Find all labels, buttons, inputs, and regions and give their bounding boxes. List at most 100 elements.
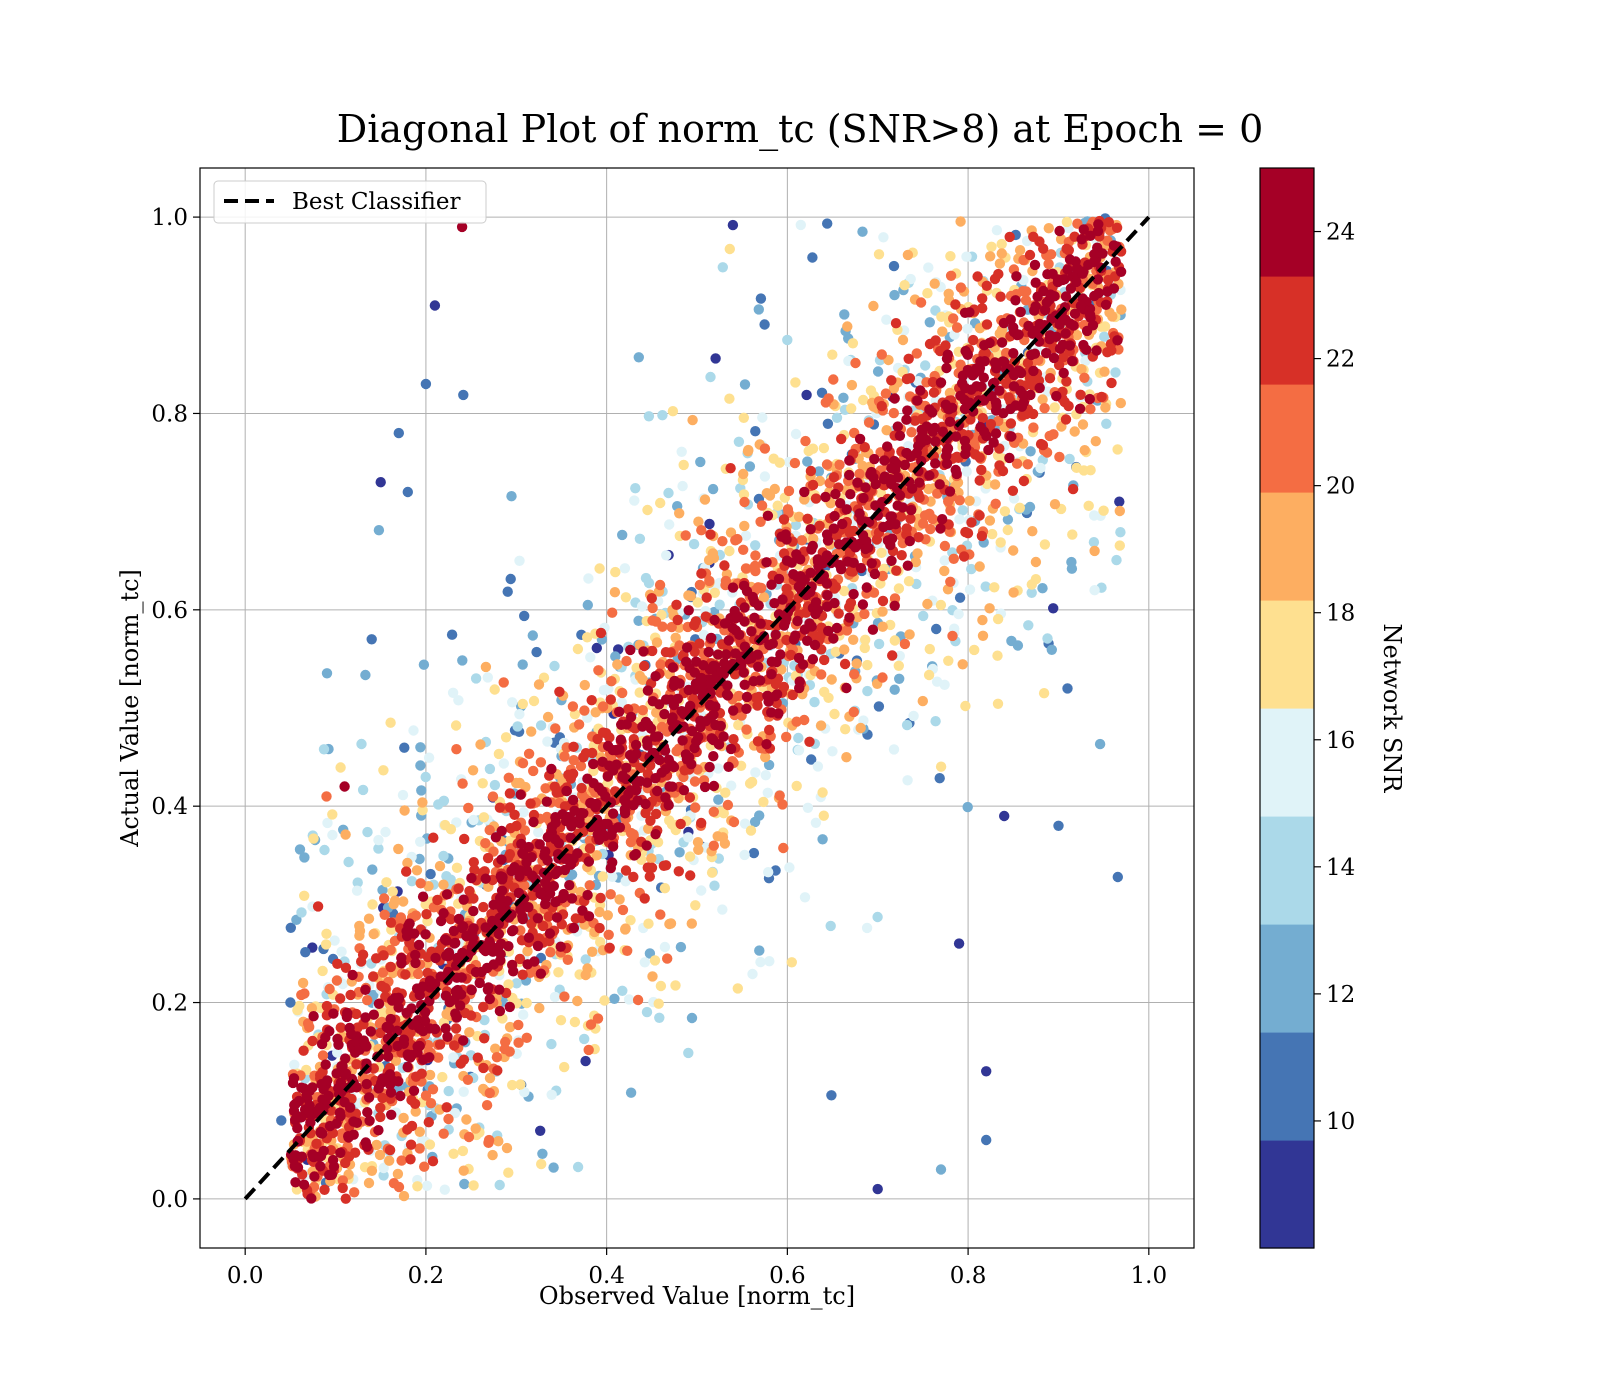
scatter-point bbox=[1110, 367, 1121, 378]
scatter-point bbox=[559, 991, 570, 1002]
scatter-point bbox=[994, 460, 1005, 471]
scatter-point bbox=[455, 989, 467, 1000]
scatter-point bbox=[611, 744, 622, 756]
scatter-point bbox=[458, 1165, 469, 1176]
colorbar-tick-label: 18 bbox=[1326, 601, 1355, 627]
scatter-point bbox=[528, 695, 540, 707]
scatter-point bbox=[773, 708, 784, 719]
scatter-point bbox=[752, 649, 763, 660]
scatter-point bbox=[567, 701, 579, 712]
scatter-point bbox=[544, 935, 555, 947]
scatter-point bbox=[441, 889, 453, 900]
scatter-point bbox=[468, 814, 479, 826]
scatter-point bbox=[670, 632, 681, 643]
scatter-point bbox=[747, 968, 758, 980]
scatter-point bbox=[405, 1139, 417, 1150]
scatter-point bbox=[543, 911, 554, 922]
scatter-point bbox=[617, 985, 628, 996]
scatter-point bbox=[759, 319, 770, 330]
scatter-point bbox=[488, 959, 499, 970]
scatter-point bbox=[876, 349, 887, 360]
scatter-point bbox=[383, 1071, 394, 1082]
scatter-point bbox=[526, 726, 537, 737]
scatter-point bbox=[695, 721, 706, 733]
scatter-point bbox=[617, 772, 628, 783]
scatter-point bbox=[569, 805, 580, 816]
scatter-point bbox=[915, 297, 927, 308]
scatter-point bbox=[935, 523, 946, 534]
scatter-point bbox=[1048, 352, 1060, 364]
scatter-point bbox=[901, 373, 913, 385]
scatter-point bbox=[602, 910, 613, 921]
scatter-point bbox=[478, 1001, 489, 1013]
scatter-point bbox=[568, 922, 580, 934]
scatter-point bbox=[430, 952, 441, 964]
scatter-point bbox=[704, 761, 715, 773]
scatter-point bbox=[515, 1079, 526, 1090]
scatter-point bbox=[620, 876, 631, 887]
scatter-point bbox=[345, 989, 356, 1001]
scatter-point bbox=[514, 555, 525, 566]
scatter-point bbox=[375, 477, 386, 488]
scatter-point bbox=[410, 949, 421, 961]
scatter-point bbox=[833, 608, 844, 619]
scatter-point bbox=[1025, 389, 1036, 401]
scatter-point bbox=[778, 842, 789, 854]
scatter-point bbox=[373, 525, 385, 536]
scatter-point bbox=[892, 421, 903, 432]
scatter-point bbox=[615, 734, 627, 745]
scatter-point bbox=[713, 794, 724, 805]
scatter-point bbox=[1030, 574, 1042, 585]
scatter-point bbox=[935, 599, 947, 611]
scatter-point bbox=[562, 954, 573, 965]
scatter-point bbox=[474, 977, 485, 989]
scatter-point bbox=[647, 645, 658, 657]
scatter-point bbox=[889, 635, 900, 646]
scatter-point bbox=[378, 950, 389, 961]
scatter-point bbox=[778, 620, 790, 631]
scatter-point bbox=[414, 853, 425, 865]
scatter-point bbox=[1099, 331, 1110, 342]
scatter-point bbox=[457, 778, 468, 789]
scatter-point bbox=[419, 1161, 430, 1172]
scatter-point bbox=[912, 376, 924, 387]
scatter-point bbox=[1037, 439, 1049, 451]
scatter-point bbox=[309, 1171, 320, 1182]
scatter-point bbox=[815, 630, 826, 641]
scatter-point bbox=[1014, 245, 1026, 256]
scatter-point bbox=[451, 862, 463, 873]
scatter-point bbox=[449, 1040, 460, 1051]
scatter-point bbox=[550, 723, 561, 734]
scatter-point bbox=[400, 969, 411, 980]
scatter-point bbox=[559, 1061, 570, 1073]
scatter-point bbox=[331, 975, 343, 986]
scatter-point bbox=[642, 685, 654, 696]
scatter-point bbox=[835, 498, 846, 509]
scatter-point bbox=[396, 952, 407, 964]
scatter-point bbox=[509, 809, 520, 820]
scatter-point bbox=[1092, 225, 1104, 237]
scatter-point bbox=[893, 660, 904, 671]
scatter-point bbox=[351, 1082, 362, 1093]
scatter-point bbox=[739, 379, 751, 390]
scatter-point bbox=[292, 1005, 303, 1016]
scatter-point bbox=[738, 544, 749, 555]
scatter-point bbox=[969, 644, 980, 656]
scatter-point bbox=[825, 920, 836, 932]
scatter-point bbox=[340, 829, 351, 840]
scatter-point bbox=[366, 1165, 378, 1177]
scatter-point bbox=[1106, 377, 1117, 389]
scatter-point bbox=[414, 1126, 425, 1138]
scatter-point bbox=[904, 535, 915, 547]
scatter-point bbox=[620, 592, 632, 603]
scatter-point bbox=[1089, 585, 1100, 596]
scatter-point bbox=[458, 1086, 469, 1098]
scatter-point bbox=[633, 352, 644, 363]
scatter-point bbox=[318, 744, 330, 755]
scatter-point bbox=[839, 309, 850, 320]
scatter-point bbox=[582, 889, 593, 901]
scatter-point bbox=[667, 760, 678, 771]
scatter-point bbox=[992, 650, 1003, 661]
scatter-point bbox=[1067, 529, 1078, 540]
scatter-point bbox=[457, 922, 468, 934]
